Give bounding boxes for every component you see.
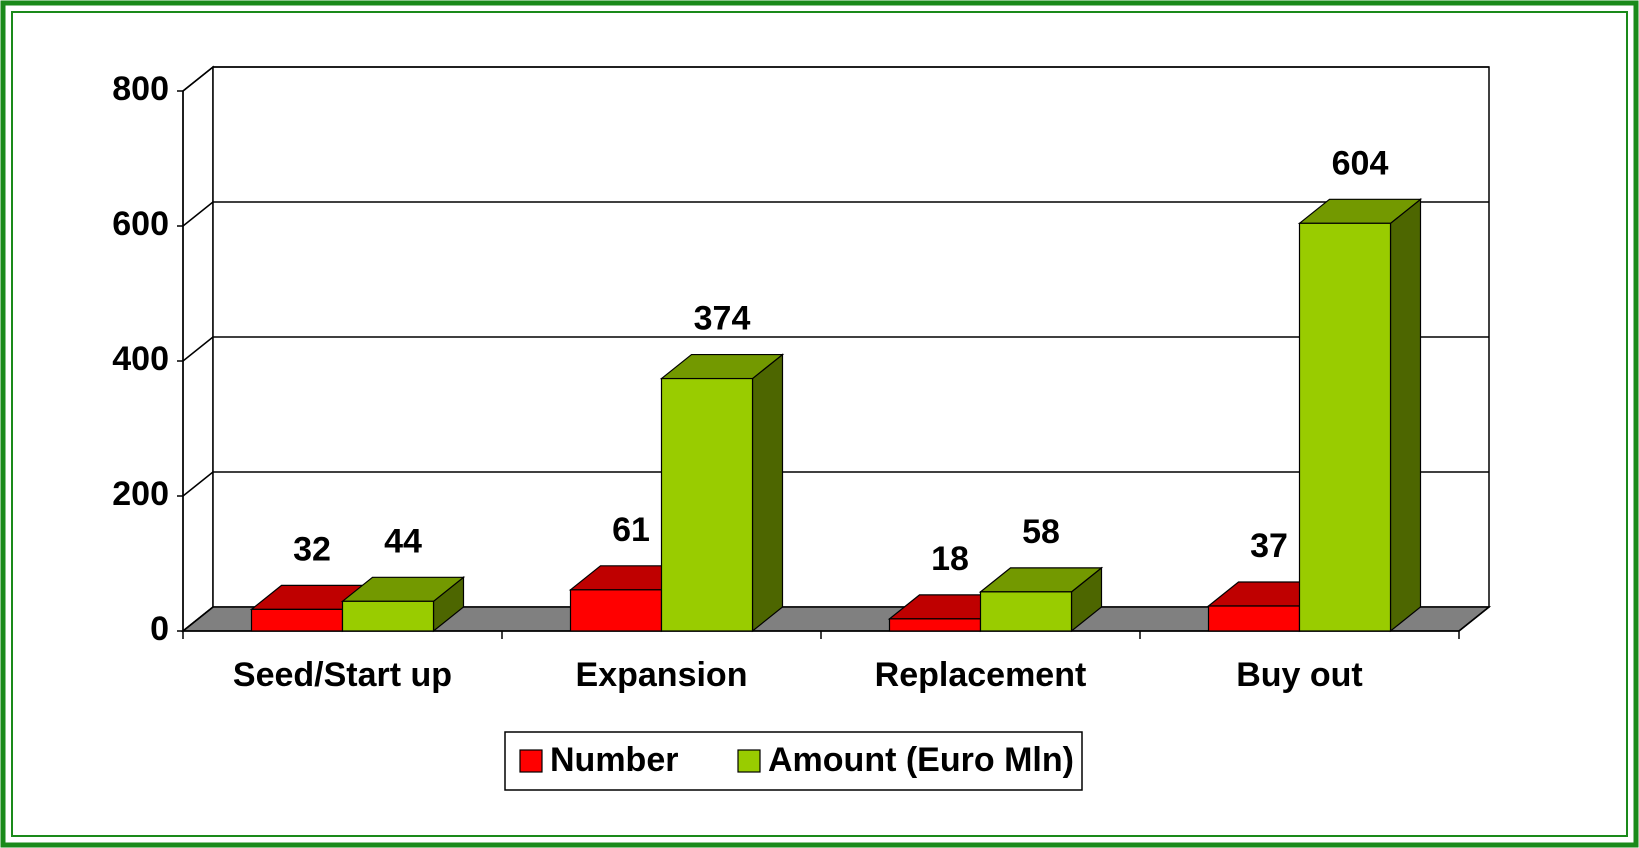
y-tick-label: 400 [112,340,169,378]
legend [504,731,1083,791]
bar [341,600,435,632]
x-tick-label: Seed/Start up [233,656,452,694]
legend-label: Number [550,741,678,779]
data-label: 32 [293,530,331,568]
x-tick-label: Replacement [875,656,1087,694]
legend-label: Amount (Euro Mln) [768,741,1074,779]
bar [660,377,754,632]
y-tick-label: 0 [150,610,169,648]
data-label: 18 [931,540,969,578]
legend-swatch [737,749,761,773]
x-tick-label: Buy out [1236,656,1363,694]
tick-diagonal [182,336,214,362]
data-label: 61 [612,511,650,549]
bar-side [751,353,784,633]
legend-swatch [519,749,543,773]
bar [979,591,1073,632]
data-label: 44 [384,522,422,560]
data-label: 37 [1250,527,1288,565]
y-tick-label: 600 [112,205,169,243]
tick-diagonal [182,471,214,497]
tick-diagonal [182,66,214,92]
data-label: 374 [694,300,751,338]
bar [1298,222,1392,632]
data-label: 58 [1022,513,1060,551]
y-tick-label: 200 [112,475,169,513]
tick-diagonal [182,606,214,632]
x-tick-label: Expansion [576,656,748,694]
data-label: 604 [1332,144,1389,182]
bar [1207,605,1301,632]
bar [569,589,663,632]
floor-edge [1458,606,1490,632]
bar [888,618,982,632]
bar-side [1389,198,1422,633]
bar [250,608,344,632]
inner-border [11,11,1628,837]
y-tick-label: 800 [112,70,169,108]
tick-diagonal [182,201,214,227]
